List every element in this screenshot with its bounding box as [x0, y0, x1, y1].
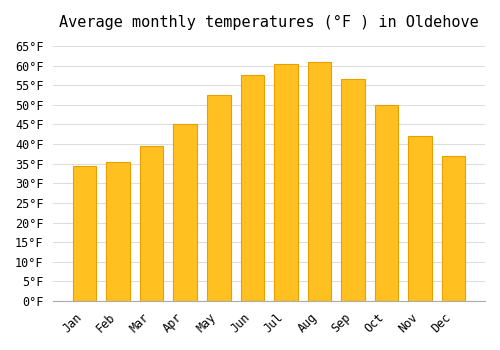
Bar: [106, 162, 130, 301]
Bar: [207, 95, 231, 301]
Bar: [240, 75, 264, 301]
Bar: [174, 125, 197, 301]
Bar: [408, 136, 432, 301]
Bar: [442, 156, 466, 301]
Title: Average monthly temperatures (°F ) in Oldehove: Average monthly temperatures (°F ) in Ol…: [59, 15, 479, 30]
Bar: [274, 64, 297, 301]
Bar: [375, 105, 398, 301]
Bar: [341, 79, 364, 301]
Bar: [73, 166, 96, 301]
Bar: [140, 146, 164, 301]
Bar: [308, 62, 331, 301]
